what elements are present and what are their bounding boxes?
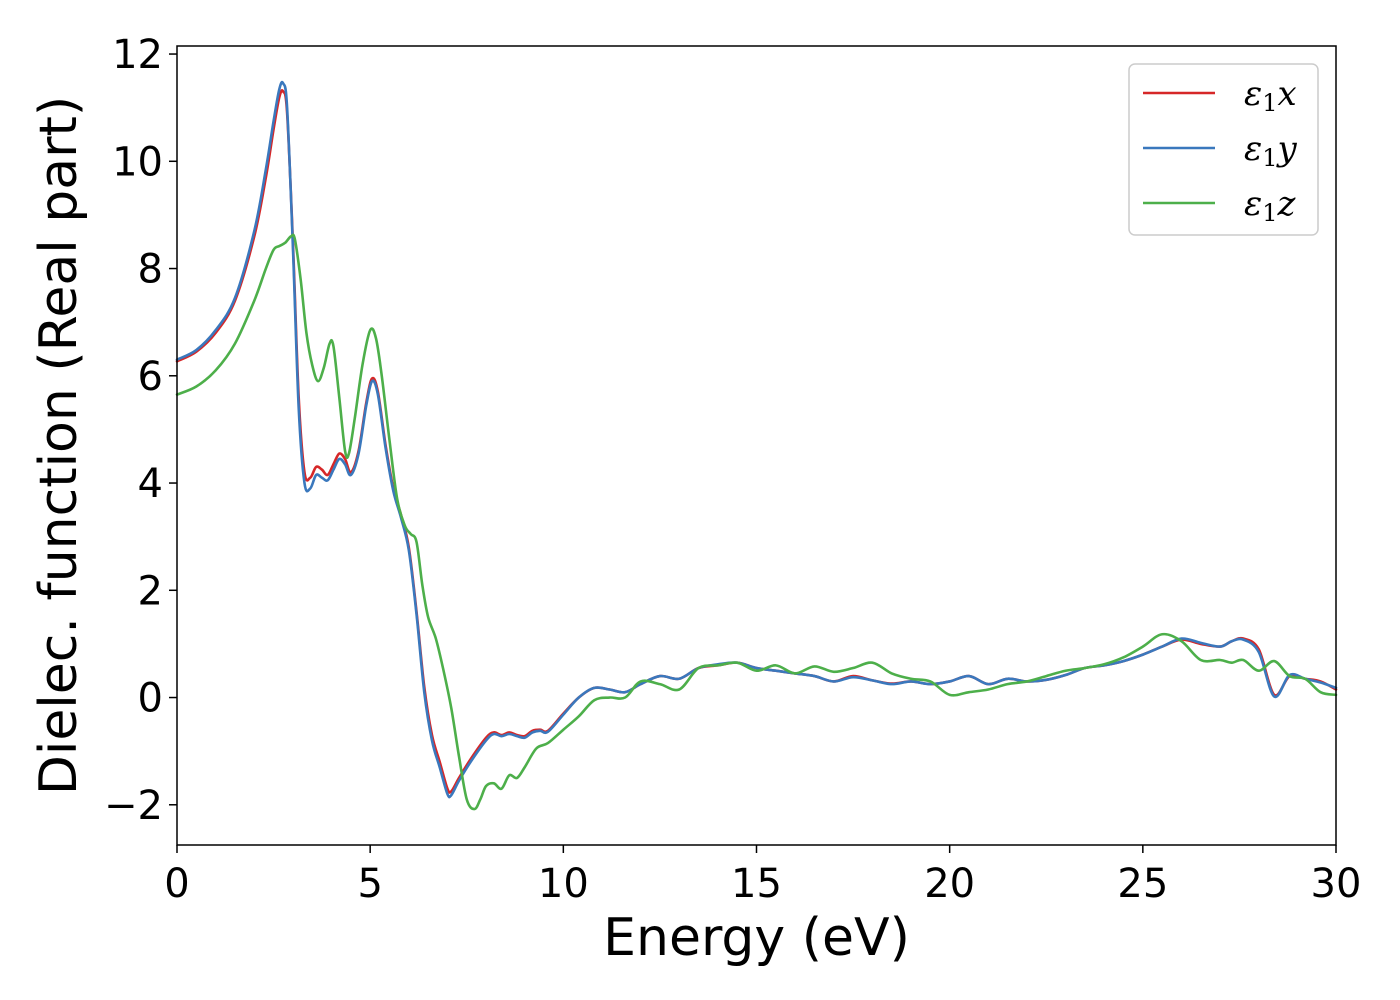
legend: ε1x ε1y ε1z <box>1128 63 1319 236</box>
y-axis-title: Dielec. function (Real part) <box>29 96 89 795</box>
y-tick-label: 8 <box>138 247 163 293</box>
series-line-z <box>175 233 1338 811</box>
legend-label-z: ε1z <box>1244 184 1297 227</box>
series-layer <box>175 80 1338 811</box>
x-tick-label: 5 <box>357 861 382 907</box>
y-tick-label: 10 <box>112 139 163 185</box>
x-axis-title: Energy (eV) <box>603 908 910 968</box>
x-tick-label: 15 <box>731 861 782 907</box>
x-tick-label: 0 <box>164 861 189 907</box>
x-tick-label: 10 <box>538 861 589 907</box>
legend-label-y: ε1y <box>1244 129 1298 172</box>
y-tick-label: 6 <box>138 354 163 400</box>
x-tick-label: 25 <box>1117 861 1168 907</box>
y-tick-label: −2 <box>104 783 163 829</box>
legend-box <box>1128 63 1319 236</box>
y-tick-label: 12 <box>112 32 163 78</box>
y-tick-label: 2 <box>138 568 163 614</box>
x-tick-label: 30 <box>1311 861 1362 907</box>
y-tick-label: 4 <box>138 461 163 507</box>
x-tick-label: 20 <box>924 861 975 907</box>
y-tick-label: 0 <box>138 676 163 722</box>
legend-label-x: ε1x <box>1244 74 1297 117</box>
